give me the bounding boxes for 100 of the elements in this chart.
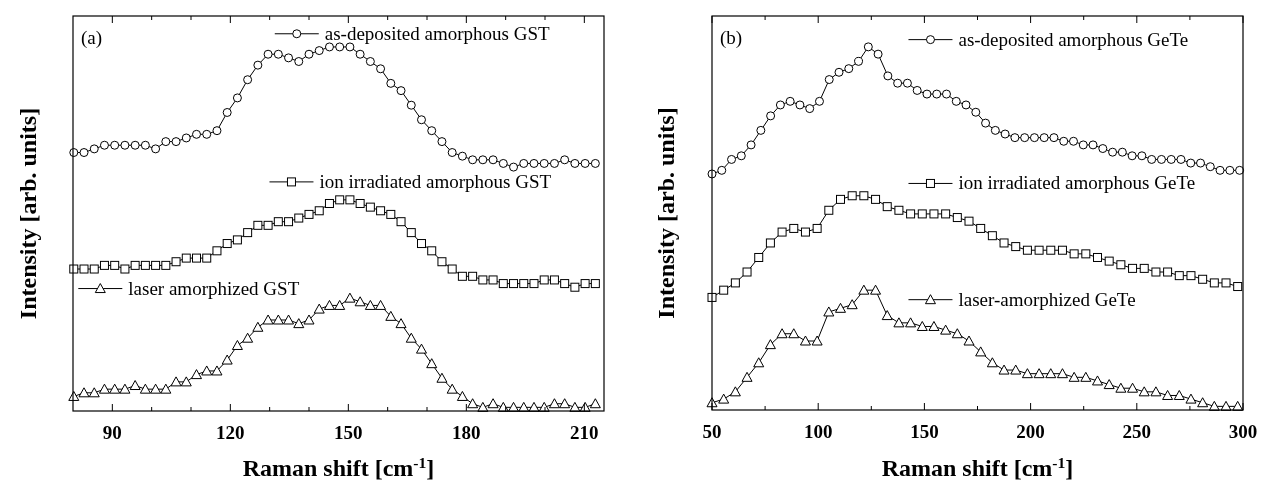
point: [1059, 136, 1069, 146]
point: [161, 260, 171, 270]
point: [139, 383, 151, 394]
point: [415, 343, 427, 354]
point: [812, 223, 822, 233]
point: [79, 264, 89, 274]
point: [1098, 144, 1108, 154]
point: [221, 354, 233, 365]
point: [303, 314, 315, 325]
point: [961, 100, 971, 110]
point: [1045, 368, 1057, 379]
point: [894, 205, 904, 215]
point: [99, 140, 109, 150]
point: [437, 137, 447, 147]
point: [160, 383, 172, 394]
point: [129, 380, 141, 391]
point: [799, 335, 811, 346]
point: [488, 155, 498, 165]
point: [795, 100, 805, 110]
point: [314, 46, 324, 56]
point: [742, 267, 752, 277]
point: [130, 260, 140, 270]
point: [1078, 140, 1088, 150]
point: [1115, 382, 1127, 393]
point: [192, 129, 202, 139]
legend-label: laser amorphized GST: [128, 277, 300, 299]
point: [917, 209, 927, 219]
point: [729, 386, 741, 397]
point: [846, 299, 858, 310]
point: [376, 64, 386, 74]
point: [110, 140, 120, 150]
point: [1108, 147, 1118, 157]
point: [1127, 382, 1139, 393]
point: [1156, 154, 1166, 164]
point: [272, 314, 284, 325]
point: [788, 328, 800, 339]
point: [990, 125, 1000, 135]
point: [718, 393, 730, 404]
point: [560, 155, 570, 165]
point: [971, 107, 981, 117]
point: [775, 100, 785, 110]
point: [1049, 133, 1059, 143]
point: [1233, 282, 1243, 292]
point: [1163, 267, 1173, 277]
point: [467, 398, 479, 409]
point: [243, 75, 253, 85]
point: [416, 115, 426, 125]
point: [98, 383, 110, 394]
point: [736, 151, 746, 161]
point: [1033, 368, 1045, 379]
point: [976, 223, 986, 233]
point: [334, 299, 346, 310]
legend-label: ion irradiated amorphous GeTe: [958, 172, 1196, 194]
point: [873, 49, 883, 59]
point: [211, 365, 223, 376]
point: [570, 282, 580, 292]
point: [232, 235, 242, 245]
point: [345, 195, 355, 205]
point: [902, 78, 912, 88]
point: [1147, 154, 1157, 164]
point: [313, 303, 325, 314]
point: [765, 238, 775, 248]
point: [232, 93, 242, 103]
point: [396, 217, 406, 227]
point: [427, 126, 437, 136]
point: [335, 195, 345, 205]
point: [385, 310, 397, 321]
x-tick-label: 150: [910, 421, 939, 442]
point: [719, 285, 729, 295]
point: [284, 53, 294, 63]
x-axis-title: Raman shift [cm$^{-1}$]: [881, 453, 1074, 481]
point: [109, 383, 121, 394]
point: [1196, 158, 1206, 168]
y-axis-title: Intensity [arb. units]: [653, 107, 679, 319]
point: [824, 205, 834, 215]
point: [1021, 368, 1033, 379]
point: [1069, 136, 1078, 146]
point: [834, 67, 844, 77]
point: [130, 140, 140, 150]
point: [753, 357, 765, 368]
point: [893, 317, 905, 328]
point: [1104, 256, 1114, 266]
point: [140, 260, 150, 270]
annotation: (b): [720, 27, 743, 49]
point: [365, 202, 375, 212]
point: [119, 383, 131, 394]
point: [952, 213, 962, 223]
point: [406, 100, 416, 110]
point: [253, 220, 263, 230]
point: [1174, 271, 1184, 281]
point: [273, 49, 283, 59]
annotation: (a): [81, 27, 103, 49]
point: [776, 328, 788, 339]
point: [548, 398, 560, 409]
point: [78, 387, 90, 398]
point: [590, 279, 600, 289]
x-tick-label: 150: [334, 422, 363, 443]
point: [222, 239, 232, 249]
point: [436, 372, 448, 383]
point: [981, 118, 991, 128]
